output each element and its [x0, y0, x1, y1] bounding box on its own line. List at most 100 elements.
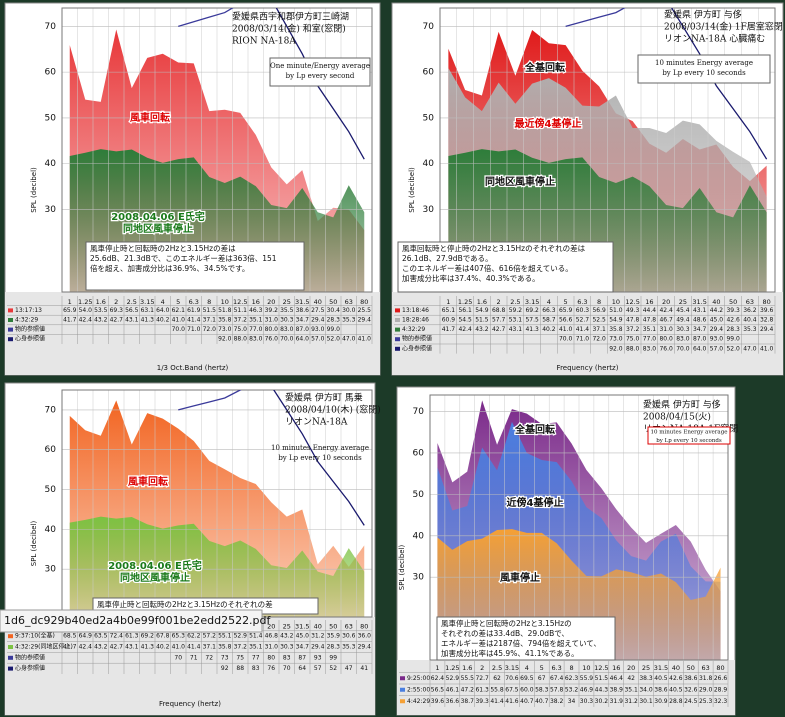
- legend-swatch: [395, 346, 400, 351]
- table-value: 32.3: [714, 698, 728, 705]
- table-value: 73: [221, 654, 229, 661]
- table-value: 70.6: [505, 675, 519, 682]
- table-value: 61.9: [187, 307, 201, 314]
- table-value: 36.2: [743, 307, 757, 314]
- table-value: 73.0: [609, 336, 623, 343]
- annotation-box: [647, 426, 731, 445]
- table-value: 76: [267, 665, 275, 672]
- table-value: 35.1: [249, 644, 263, 651]
- table-value: 56.9: [592, 307, 606, 314]
- x-tick-label: 8: [597, 298, 601, 306]
- table-value: 35.9: [327, 633, 341, 640]
- file-tooltip: 1d6_dc929b40ed2a4b0e99f001be2edd2522.pdf: [0, 609, 272, 633]
- table-value: 76.0: [659, 345, 673, 352]
- table-value: 83.0: [643, 345, 657, 352]
- x-tick-label: 4: [547, 298, 551, 306]
- table-value: 37.1: [203, 644, 217, 651]
- legend-label: 2:55:00: [407, 686, 430, 693]
- table-value: 56.6: [559, 317, 573, 324]
- table-value: 64.0: [296, 336, 310, 343]
- y-tick-label: 50: [423, 113, 435, 123]
- table-value: 56.5: [125, 307, 139, 314]
- table-value: 29.0: [699, 686, 713, 693]
- x-tick-label: 25: [283, 622, 291, 630]
- header-text: 2008/04/10(木) (窓閉): [285, 404, 381, 416]
- legend-label: 13:18:46: [402, 307, 429, 314]
- legend-label: 心身参照値: [15, 335, 45, 343]
- table-value: 52: [329, 665, 337, 672]
- table-value: 65.9: [559, 307, 573, 314]
- table-value: 39.2: [265, 307, 279, 314]
- tooltip-bg: [0, 609, 263, 633]
- x-tick-label: 80: [360, 622, 368, 630]
- table-value: 26.6: [714, 675, 728, 682]
- table-value: 37.1: [203, 317, 217, 324]
- table-value: 42.4: [458, 326, 472, 333]
- x-tick-label: 31.5: [295, 622, 309, 630]
- table-value: 72.4: [110, 633, 124, 640]
- table-value: 99.0: [327, 326, 341, 333]
- table-value: 42: [627, 675, 635, 682]
- header-text: RION NA-18A: [232, 37, 296, 47]
- table-value: 75.0: [234, 326, 248, 333]
- table-value: 34.7: [693, 326, 707, 333]
- x-tick-label: 50: [687, 664, 695, 672]
- table-value: 45.0: [296, 633, 310, 640]
- table-value: 49.3: [626, 307, 640, 314]
- table-value: 34: [568, 698, 576, 705]
- reference-line: [273, 390, 365, 526]
- x-tick-label: 25: [642, 664, 650, 672]
- x-tick-label: 5: [540, 664, 544, 672]
- legend-label: 4:32:29: [15, 317, 38, 324]
- y-tick-label: 50: [413, 490, 425, 500]
- y-tick-label: 30: [45, 205, 57, 215]
- table-value: 41.0: [760, 345, 774, 352]
- table-value: 35.1: [249, 317, 263, 324]
- table-value: 30.3: [676, 326, 690, 333]
- table-value: 48.6: [693, 317, 707, 324]
- area-label: 同地区風車停止: [120, 571, 190, 584]
- table-value: 38.9: [610, 686, 624, 693]
- table-value: 64.9: [79, 633, 93, 640]
- table-value: 55.9: [580, 675, 594, 682]
- table-value: 47.8: [643, 317, 657, 324]
- x-tick-label: 63: [345, 298, 353, 306]
- table-value: 72.0: [203, 326, 217, 333]
- y-tick-label: 40: [423, 159, 435, 169]
- y-axis-label: SPL (decibel): [30, 520, 38, 566]
- table-value: 60.9: [442, 317, 456, 324]
- table-value: 55.8: [490, 686, 504, 693]
- x-tick-label: 20: [267, 298, 275, 306]
- legend-swatch: [8, 634, 13, 639]
- table-value: 58.7: [542, 317, 556, 324]
- table-value: 61.3: [475, 686, 489, 693]
- table-value: 46.3: [249, 307, 263, 314]
- table-value: 42.7: [492, 326, 506, 333]
- note-text: 倍を超え、加害成分比は36.9%、34.5%です。: [90, 263, 249, 273]
- table-value: 69.5: [520, 675, 534, 682]
- x-tick-label: 3.15: [505, 664, 519, 672]
- table-value: 57.2: [203, 633, 217, 640]
- table-value: 35.1: [643, 326, 657, 333]
- x-tick-label: 6.3: [551, 664, 561, 672]
- legend-swatch: [8, 308, 13, 313]
- area-label: 風車停止: [500, 571, 540, 584]
- table-value: 42.7: [110, 317, 124, 324]
- table-value: 51.4: [249, 633, 263, 640]
- y-tick-label: 70: [413, 407, 425, 417]
- table-value: 39.6: [431, 698, 445, 705]
- table-value: 49.4: [676, 317, 690, 324]
- x-axis-label: Frequency (hertz): [557, 364, 619, 372]
- table-value: 41.7: [442, 326, 456, 333]
- table-value: 40.5: [654, 675, 668, 682]
- x-tick-label: 20: [662, 298, 670, 306]
- table-value: 80.0: [659, 336, 673, 343]
- table-value: 67.5: [505, 686, 519, 693]
- x-tick-label: 16: [645, 298, 653, 306]
- table-value: 41.4: [187, 644, 201, 651]
- table-value: 38.6: [296, 307, 310, 314]
- table-value: 39.3: [726, 307, 740, 314]
- table-value: 72: [205, 654, 213, 661]
- table-value: 46.9: [580, 686, 594, 693]
